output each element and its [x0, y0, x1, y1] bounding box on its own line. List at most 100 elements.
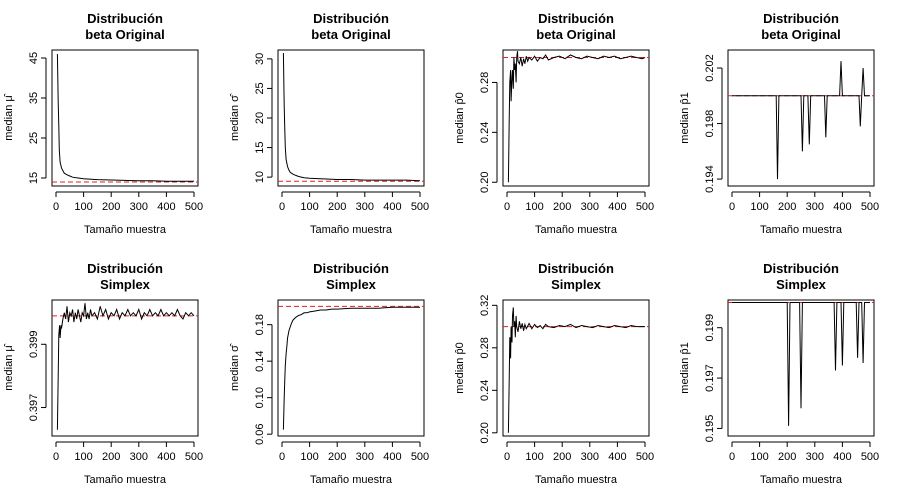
plot-frame: [51, 299, 199, 437]
panel-title-line-1: Distribución: [87, 11, 163, 26]
x-tick-label: 400: [833, 451, 851, 463]
panel-title-line-2: Simplex: [551, 277, 602, 292]
x-axis-label: Tamaño muestra: [310, 474, 393, 486]
y-tick-label: 0.397: [28, 394, 40, 422]
y-tick-label: 0.18: [254, 314, 266, 335]
x-tick-label: 500: [185, 451, 203, 463]
x-tick-label: 400: [608, 451, 626, 463]
y-tick-label: 35: [28, 92, 40, 104]
x-tick-label: 300: [806, 451, 824, 463]
data-line: [507, 307, 645, 433]
data-line: [56, 53, 194, 182]
x-tick-label: 0: [279, 451, 285, 463]
x-tick-label: 100: [525, 201, 543, 213]
y-tick-label: 45: [28, 52, 40, 64]
y-tick-label: 0.06: [254, 423, 266, 444]
y-tick-label: 0.24: [479, 122, 491, 143]
x-tick-label: 200: [553, 451, 571, 463]
y-axis-label: median p̂0: [454, 342, 466, 393]
x-tick-label: 0: [279, 201, 285, 213]
panel-title-line-2: beta Original: [536, 27, 615, 42]
y-tick-label: 15: [28, 172, 40, 184]
x-tick-label: 0: [504, 201, 510, 213]
y-tick-label: 0.14: [254, 350, 266, 371]
y-tick-label: 0.10: [254, 387, 266, 408]
y-tick-label: 25: [28, 132, 40, 144]
x-axis-label: Tamaño muestra: [84, 224, 167, 236]
panel-title-line-1: Distribución: [763, 261, 839, 276]
y-tick-label: 0.32: [479, 295, 491, 316]
x-tick-label: 200: [102, 451, 120, 463]
panel-title-line-1: Distribución: [87, 261, 163, 276]
plot-frame: [502, 49, 650, 187]
x-tick-label: 100: [300, 451, 318, 463]
data-line: [282, 52, 421, 182]
x-tick-label: 200: [328, 451, 346, 463]
y-tick-label: 20: [254, 112, 266, 124]
data-line: [282, 306, 420, 430]
x-tick-label: 100: [525, 451, 543, 463]
plot-frame: [727, 49, 875, 187]
plot-frame: [277, 299, 425, 437]
y-axis-label: median p̂1: [679, 92, 691, 143]
y-tick-label: 25: [254, 82, 266, 94]
y-tick-label: 0.199: [704, 314, 716, 342]
x-tick-label: 200: [778, 451, 796, 463]
x-tick-label: 0: [53, 201, 59, 213]
x-tick-label: 500: [636, 201, 654, 213]
plot-frame: [727, 299, 875, 437]
x-tick-label: 300: [581, 451, 599, 463]
y-tick-label: 0.399: [28, 331, 40, 359]
data-line: [732, 61, 870, 180]
x-tick-label: 100: [750, 201, 768, 213]
y-axis-label: median σ̂: [229, 93, 241, 141]
y-axis-label: median μ̂: [3, 93, 15, 140]
x-tick-label: 200: [102, 201, 120, 213]
panel-title-line-2: Simplex: [776, 277, 827, 292]
plot-frame: [502, 299, 650, 437]
y-tick-label: 0.195: [704, 415, 716, 443]
x-tick-label: 400: [833, 201, 851, 213]
x-tick-label: 200: [553, 201, 571, 213]
x-tick-label: 300: [806, 201, 824, 213]
x-tick-label: 400: [157, 451, 175, 463]
panel-title-line-1: Distribución: [313, 261, 389, 276]
x-tick-label: 400: [608, 201, 626, 213]
x-tick-label: 400: [157, 201, 175, 213]
x-tick-label: 500: [861, 201, 879, 213]
panel-title-line-1: Distribución: [538, 261, 614, 276]
y-tick-label: 0.197: [704, 364, 716, 392]
x-tick-label: 500: [411, 451, 429, 463]
panel-title-line-1: Distribución: [763, 11, 839, 26]
panel-title-line-2: beta Original: [85, 27, 164, 42]
data-line: [56, 303, 195, 430]
x-tick-label: 0: [504, 451, 510, 463]
x-tick-label: 500: [185, 201, 203, 213]
y-axis-label: median p̂0: [454, 92, 466, 143]
panel-title-line-2: beta Original: [761, 27, 840, 42]
y-tick-label: 10: [254, 171, 266, 183]
y-axis-label: median σ̂: [229, 343, 241, 391]
x-tick-label: 500: [411, 201, 429, 213]
x-tick-label: 100: [750, 451, 768, 463]
data-line: [732, 302, 870, 426]
panel-title-line-2: Simplex: [100, 277, 151, 292]
x-tick-label: 200: [778, 201, 796, 213]
y-tick-label: 0.28: [479, 72, 491, 93]
y-tick-label: 30: [254, 53, 266, 65]
panel-title-line-2: beta Original: [311, 27, 390, 42]
panel-title-line-2: Simplex: [326, 277, 377, 292]
y-tick-label: 0.194: [704, 165, 716, 193]
x-tick-label: 500: [636, 451, 654, 463]
x-tick-label: 100: [74, 451, 92, 463]
x-tick-label: 400: [383, 201, 401, 213]
x-tick-label: 0: [729, 201, 735, 213]
y-axis-label: median μ̂: [3, 343, 15, 390]
